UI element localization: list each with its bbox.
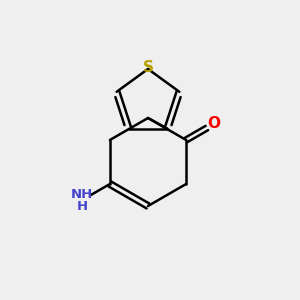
Text: O: O (207, 116, 220, 131)
Text: NH: NH (71, 188, 93, 202)
Text: H: H (76, 200, 88, 212)
Text: S: S (142, 61, 154, 76)
